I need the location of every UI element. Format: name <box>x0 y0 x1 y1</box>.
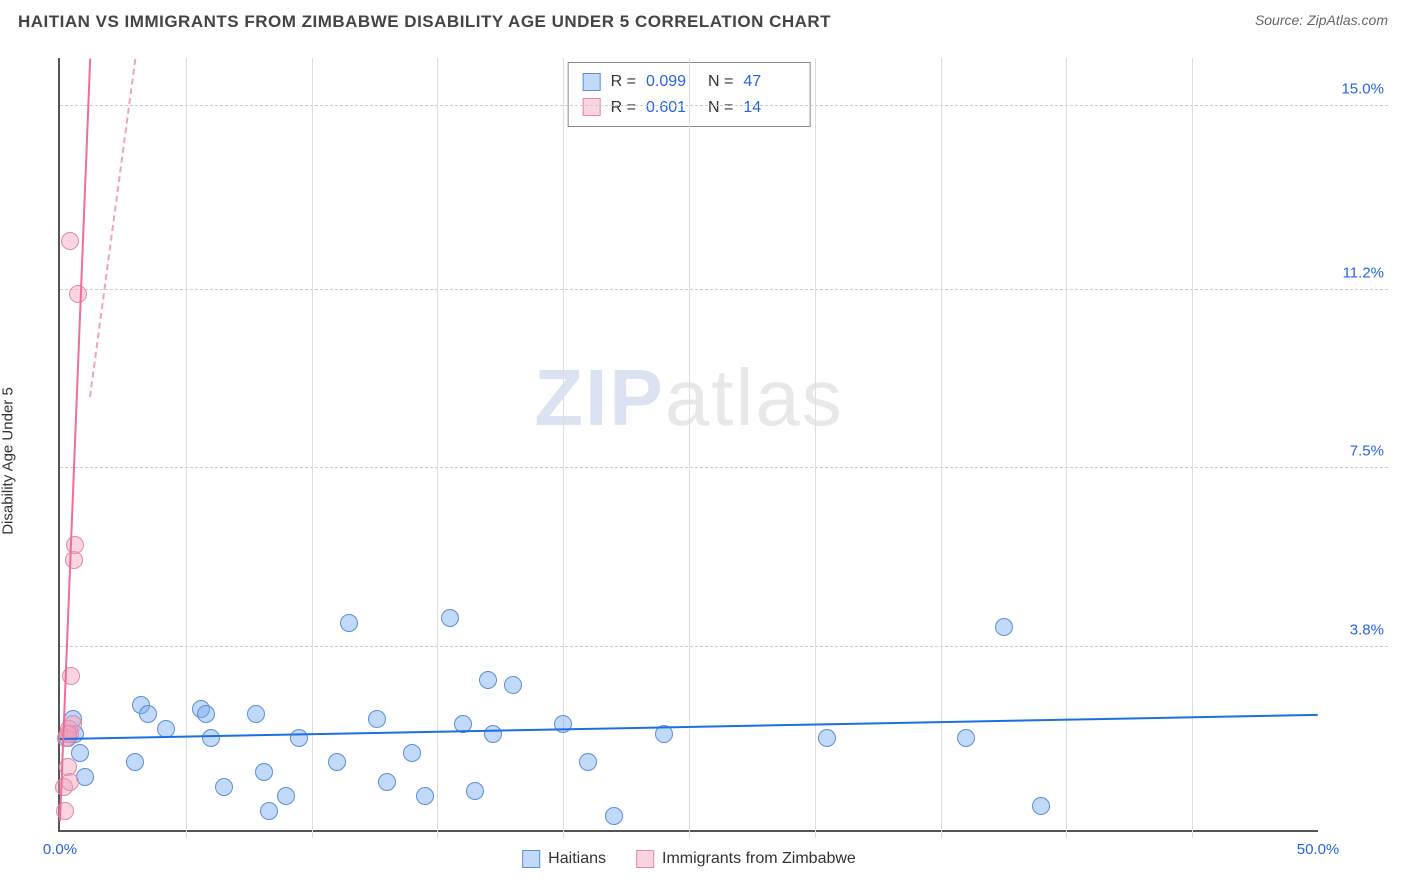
data-point <box>416 787 434 805</box>
chart-area: Disability Age Under 5 ZIPatlas R =0.099… <box>18 48 1388 874</box>
y-tick-label: 3.8% <box>1350 621 1384 638</box>
data-point <box>202 729 220 747</box>
gridline-v <box>312 58 313 838</box>
gridline-v <box>815 58 816 838</box>
data-point <box>340 614 358 632</box>
gridline-v <box>1066 58 1067 838</box>
legend-swatch <box>583 98 601 116</box>
data-point <box>504 676 522 694</box>
data-point <box>378 773 396 791</box>
data-point <box>290 729 308 747</box>
gridline-v <box>689 58 690 838</box>
source-prefix: Source: <box>1255 12 1307 28</box>
x-max-label: 50.0% <box>1297 841 1340 858</box>
data-point <box>403 744 421 762</box>
data-point <box>255 763 273 781</box>
data-point <box>197 705 215 723</box>
source-attribution: Source: ZipAtlas.com <box>1255 12 1388 28</box>
data-point <box>61 773 79 791</box>
gridline-h <box>60 646 1388 647</box>
legend-item: Haitians <box>522 850 606 868</box>
gridline-v <box>186 58 187 838</box>
legend-r-label: R = <box>611 95 636 121</box>
data-point <box>605 807 623 825</box>
source-name: ZipAtlas.com <box>1307 12 1388 28</box>
legend-n-value: 47 <box>743 69 795 95</box>
watermark-atlas: atlas <box>665 353 844 442</box>
data-point <box>61 232 79 250</box>
gridline-v <box>1192 58 1193 838</box>
data-point <box>995 618 1013 636</box>
legend-series: Haitians Immigrants from Zimbabwe <box>522 850 856 868</box>
data-point <box>126 753 144 771</box>
trend-line <box>59 59 91 821</box>
y-axis-label: Disability Age Under 5 <box>0 387 17 535</box>
data-point <box>328 753 346 771</box>
data-point <box>260 802 278 820</box>
data-point <box>479 671 497 689</box>
data-point <box>466 782 484 800</box>
data-point <box>247 705 265 723</box>
legend-n-label: N = <box>708 95 733 121</box>
plot-region: ZIPatlas R =0.099N =47R =0.601N =14 Hait… <box>58 58 1318 832</box>
data-point <box>441 609 459 627</box>
legend-r-value: 0.099 <box>646 69 698 95</box>
y-tick-label: 7.5% <box>1350 443 1384 460</box>
data-point <box>215 778 233 796</box>
data-point <box>71 744 89 762</box>
data-point <box>368 710 386 728</box>
gridline-v <box>437 58 438 838</box>
data-point <box>69 285 87 303</box>
data-point <box>818 729 836 747</box>
legend-swatch <box>522 850 540 868</box>
legend-r-value: 0.601 <box>646 95 698 121</box>
legend-r-label: R = <box>611 69 636 95</box>
watermark-zip: ZIP <box>534 353 664 442</box>
legend-item: Immigrants from Zimbabwe <box>636 850 856 868</box>
legend-n-label: N = <box>708 69 733 95</box>
data-point <box>139 705 157 723</box>
data-point <box>277 787 295 805</box>
data-point <box>1032 797 1050 815</box>
legend-label: Immigrants from Zimbabwe <box>662 850 856 868</box>
gridline-h <box>60 105 1388 106</box>
gridline-h <box>60 467 1388 468</box>
legend-swatch <box>636 850 654 868</box>
data-point <box>484 725 502 743</box>
data-point <box>957 729 975 747</box>
y-tick-label: 15.0% <box>1341 81 1384 98</box>
data-point <box>579 753 597 771</box>
header: HAITIAN VS IMMIGRANTS FROM ZIMBABWE DISA… <box>0 0 1406 32</box>
legend-label: Haitians <box>548 850 606 868</box>
legend-n-value: 14 <box>743 95 795 121</box>
trend-line <box>89 59 136 397</box>
legend-swatch <box>583 73 601 91</box>
x-min-label: 0.0% <box>43 841 77 858</box>
chart-title: HAITIAN VS IMMIGRANTS FROM ZIMBABWE DISA… <box>18 12 831 32</box>
gridline-h <box>60 289 1388 290</box>
y-tick-label: 11.2% <box>1343 264 1384 281</box>
